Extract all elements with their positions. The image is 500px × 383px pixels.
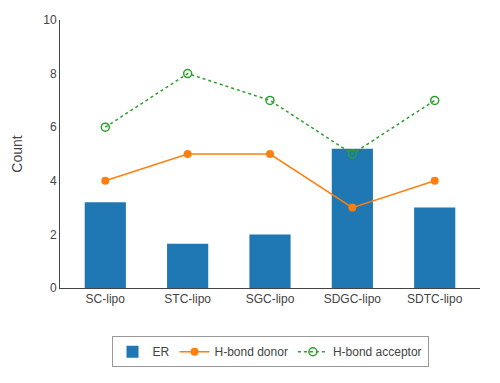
svg-text:ER: ER xyxy=(153,345,170,359)
svg-text:2: 2 xyxy=(50,228,57,242)
svg-text:SGC-lipo: SGC-lipo xyxy=(246,292,295,306)
svg-text:SDTC-lipo: SDTC-lipo xyxy=(407,292,463,306)
svg-text:STC-lipo: STC-lipo xyxy=(164,292,211,306)
svg-text:Count: Count xyxy=(9,135,25,172)
svg-text:4: 4 xyxy=(50,174,57,188)
svg-text:SDGC-lipo: SDGC-lipo xyxy=(324,292,382,306)
svg-text:6: 6 xyxy=(50,120,57,134)
svg-text:10: 10 xyxy=(43,13,57,27)
svg-text:8: 8 xyxy=(50,67,57,81)
svg-text:SC-lipo: SC-lipo xyxy=(86,292,126,306)
svg-text:H-bond donor: H-bond donor xyxy=(215,345,288,359)
svg-text:H-bond acceptor: H-bond acceptor xyxy=(333,345,422,359)
svg-text:0: 0 xyxy=(50,281,57,295)
